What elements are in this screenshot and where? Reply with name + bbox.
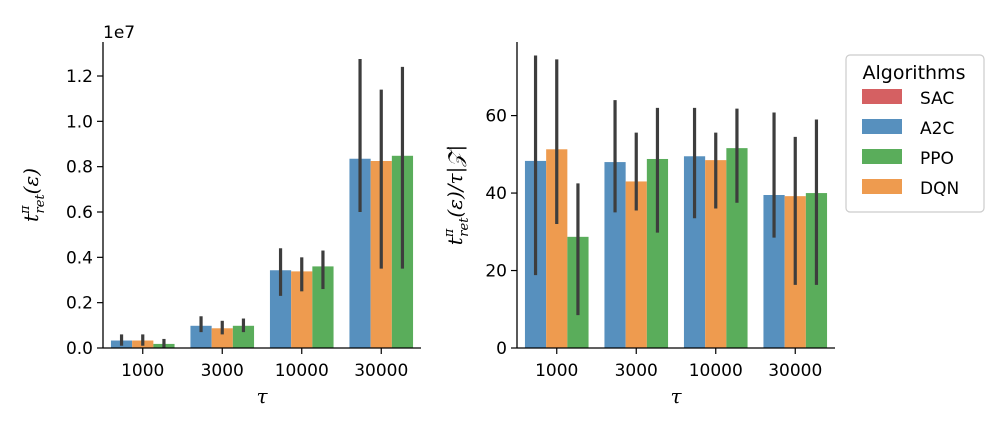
- bar-dqn-10000: [705, 160, 727, 348]
- legend-title: Algorithms: [863, 62, 966, 84]
- x-tick-label: 3000: [201, 361, 244, 381]
- legend-label-dqn: DQN: [920, 179, 959, 199]
- x-tick-label: 1000: [535, 361, 578, 381]
- y-tick-label: 0.8: [66, 158, 93, 178]
- bar-dqn-1000: [546, 149, 568, 348]
- x-tick-label: 30000: [354, 361, 408, 381]
- bar-ppo-10000: [726, 148, 748, 348]
- y-axis-label-sup: π: [18, 205, 33, 215]
- y-tick-label: 1.0: [66, 112, 93, 132]
- legend-label-ppo: PPO: [920, 149, 954, 169]
- x-tick-label: 1000: [121, 361, 164, 381]
- legend-label-a2c: A2C: [920, 119, 954, 139]
- y-axis-label-main: t: [19, 213, 43, 222]
- bar-ppo-3000: [232, 325, 255, 348]
- legend-swatch-a2c: [862, 119, 902, 134]
- y-axis-label-main: t: [443, 236, 467, 245]
- y-tick-label: 0.2: [66, 294, 93, 314]
- bar-a2c-30000: [349, 158, 371, 348]
- y-tick-label: 0: [496, 339, 507, 359]
- y-tick-label: 0.4: [66, 248, 93, 268]
- bar-a2c-3000: [604, 162, 626, 348]
- y-tick-label: 20: [485, 262, 507, 282]
- x-axis-label: τ: [256, 384, 268, 408]
- y-axis-label-tail: (ε)/τ|𝒵|: [443, 145, 468, 218]
- y-axis-label: tπret(ε): [18, 168, 48, 222]
- legend-swatch-dqn: [862, 179, 902, 194]
- bar-a2c-30000: [763, 195, 785, 348]
- y-tick-label: 60: [485, 107, 507, 127]
- legend-swatch-sac: [862, 89, 902, 104]
- bar-a2c-10000: [269, 270, 292, 348]
- bar-dqn-3000: [625, 181, 647, 348]
- bar-ppo-10000: [312, 266, 334, 348]
- y-axis-label-sup: π: [442, 228, 457, 238]
- y-tick-label: 40: [485, 184, 507, 204]
- bar-ppo-3000: [646, 158, 669, 348]
- chart-left: 0.0 0.2 0.4 0.6 0.8 1.0 1.2 1000 3000 10000 30000 τ…: [18, 23, 421, 408]
- x-tick-label: 10000: [275, 361, 329, 381]
- y-axis-label-sub: ret: [33, 194, 48, 214]
- legend-items: SAC A2C PPO DQN: [862, 89, 959, 199]
- chart-right: 0 20 40 60 1000 3000 10000 30000 τ tπret(ε)/τ|𝒵|: [442, 42, 835, 408]
- bar-dqn-3000: [211, 328, 233, 348]
- bar-a2c-10000: [683, 156, 706, 348]
- bar-a2c-3000: [190, 325, 212, 348]
- y-axis-label: tπret(ε)/τ|𝒵|: [442, 145, 472, 246]
- y-axis-label-tail: (ε): [19, 168, 43, 194]
- x-tick-label: 3000: [615, 361, 658, 381]
- legend: Algorithms SAC A2C PPO DQN: [845, 54, 985, 213]
- x-tick-label: 10000: [689, 361, 743, 381]
- y-tick-label: 1.2: [66, 67, 93, 87]
- bar-dqn-10000: [291, 271, 313, 348]
- y-tick-label: 0.6: [66, 203, 93, 223]
- x-tick-label: 30000: [768, 361, 822, 381]
- legend-swatch-ppo: [862, 149, 902, 164]
- legend-label-sac: SAC: [920, 89, 954, 109]
- x-axis-label: τ: [670, 384, 682, 408]
- y-axis-label-sub: ret: [457, 217, 472, 237]
- axis-scale-label: 1e7: [103, 23, 135, 43]
- y-tick-label: 0.0: [66, 339, 93, 359]
